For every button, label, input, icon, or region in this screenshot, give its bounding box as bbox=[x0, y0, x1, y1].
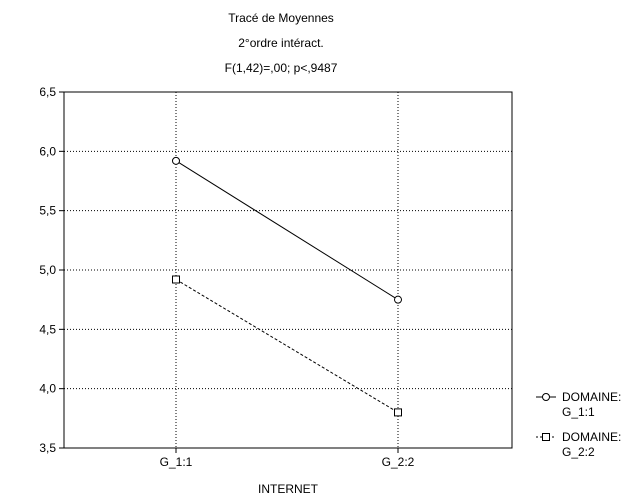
legend-label-value: G_2:2 bbox=[562, 445, 595, 459]
legend-label: DOMAINE: bbox=[562, 430, 621, 444]
grid bbox=[64, 92, 512, 448]
legend-label-value: G_1:1 bbox=[562, 405, 595, 419]
y-tick-label: 5,5 bbox=[39, 204, 56, 218]
x-tick-label: G_2:2 bbox=[382, 455, 415, 469]
y-tick-label: 6,0 bbox=[39, 144, 56, 158]
data-point-square bbox=[394, 408, 402, 417]
legend-marker-circle bbox=[542, 393, 550, 401]
series-layer bbox=[172, 156, 402, 417]
series-line-2 bbox=[175, 279, 399, 413]
chart-stats: F(1,42)=,00; p<,9487 bbox=[225, 61, 338, 75]
y-tick-label: 4,0 bbox=[39, 382, 56, 396]
x-axis-label: INTERNET bbox=[258, 482, 319, 496]
legend-marker-square bbox=[542, 433, 550, 441]
data-point-circle bbox=[172, 156, 180, 165]
y-tick-label: 5,0 bbox=[39, 263, 56, 277]
data-point-square bbox=[172, 275, 180, 284]
data-point-circle bbox=[394, 295, 402, 304]
series-line-1 bbox=[175, 160, 399, 301]
legend-label: DOMAINE: bbox=[562, 390, 621, 404]
x-tick-label: G_1:1 bbox=[160, 455, 193, 469]
chart-subtitle: 2°ordre intéract. bbox=[238, 36, 324, 50]
y-tick-label: 6,5 bbox=[39, 85, 56, 99]
y-tick-label: 4,5 bbox=[39, 322, 56, 336]
chart-title: Tracé de Moyennes bbox=[228, 11, 334, 25]
y-axis: 3,5 4,0 4,5 5,0 5,5 6,0 6,5 bbox=[39, 85, 64, 455]
x-axis: G_1:1 G_2:2 bbox=[160, 448, 415, 469]
y-tick-label: 3,5 bbox=[39, 441, 56, 455]
plot-area bbox=[63, 91, 513, 449]
